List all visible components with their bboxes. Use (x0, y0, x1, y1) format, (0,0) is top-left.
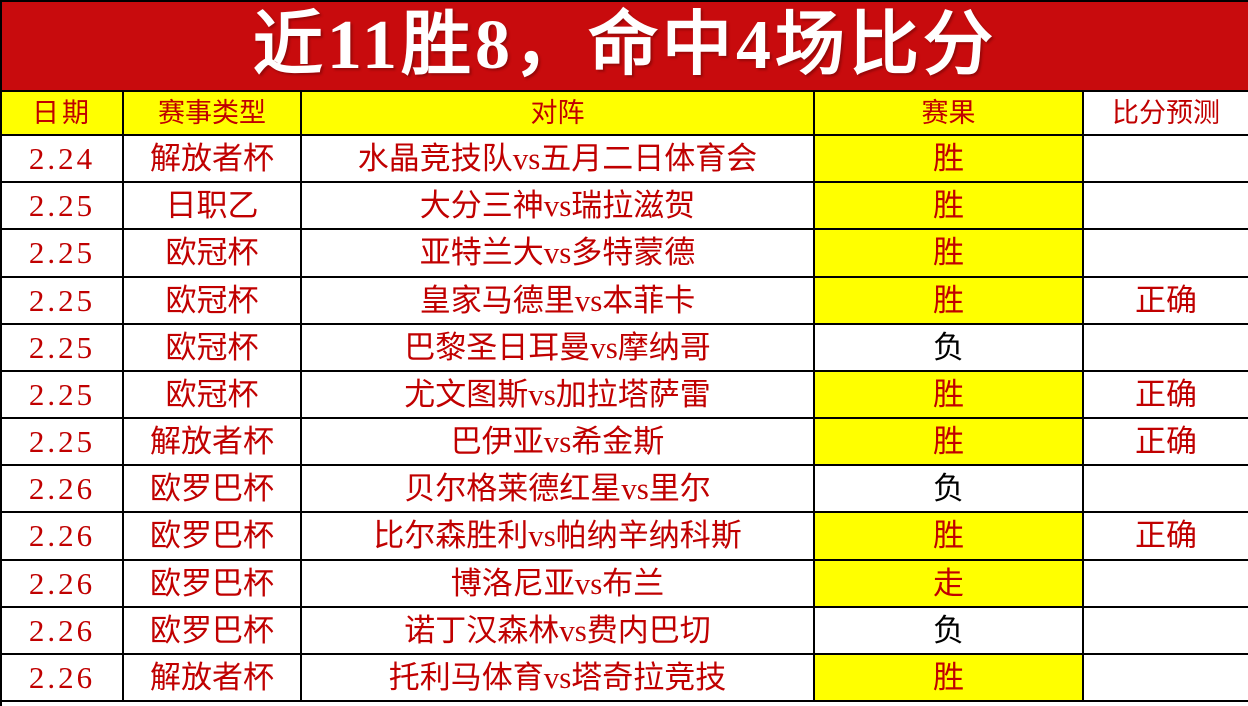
matchup-cell: 尤文图斯vs加拉塔萨雷 (302, 371, 815, 418)
table-row: 2.24 解放者杯 水晶竞技队vs五月二日体育会 胜 (2, 136, 1248, 184)
result-cell: 走 (815, 560, 1084, 606)
prediction-cell (1084, 654, 1248, 701)
league-cell: 日职乙 (124, 183, 302, 229)
matchup-cell: 水晶竞技队vs五月二日体育会 (302, 136, 815, 182)
result-cell: 胜 (815, 230, 1084, 276)
date-cell: 2.26 (2, 466, 124, 512)
title-banner: 近11胜8，命中4场比分 (2, 0, 1248, 90)
prediction-cell (1084, 560, 1248, 606)
table-header-row: 日期 赛事类型 对阵 赛果 比分预测 (2, 92, 1248, 136)
matchup-cell: 大分三神vs瑞拉滋贺 (302, 183, 815, 229)
prediction-cell: 正确 (1084, 419, 1248, 465)
column-header-date: 日期 (2, 92, 124, 134)
date-cell: 2.25 (2, 183, 124, 229)
prediction-cell (1084, 324, 1248, 370)
matchup-cell: 博洛尼亚vs布兰 (302, 560, 815, 606)
result-cell: 胜 (815, 513, 1084, 559)
league-cell: 欧冠杯 (124, 371, 302, 418)
date-cell: 2.26 (2, 560, 124, 606)
prediction-cell: 正确 (1084, 513, 1248, 559)
result-cell: 负 (815, 607, 1084, 653)
table-row: 2.26 欧罗巴杯 贝尔格莱德红星vs里尔 负 (2, 466, 1248, 514)
league-cell: 解放者杯 (124, 136, 302, 182)
matchup-cell: 托利马体育vs塔奇拉竞技 (302, 654, 815, 701)
date-cell: 2.26 (2, 513, 124, 559)
matchup-cell: 诺丁汉森林vs费内巴切 (302, 607, 815, 653)
table-row: 2.26 解放者杯 托利马体育vs塔奇拉竞技 胜 (2, 654, 1248, 703)
matchup-cell: 比尔森胜利vs帕纳辛纳科斯 (302, 513, 815, 559)
prediction-cell: 正确 (1084, 371, 1248, 418)
date-cell: 2.25 (2, 277, 124, 323)
prediction-cell (1084, 183, 1248, 229)
result-cell: 胜 (815, 371, 1084, 418)
result-cell: 负 (815, 324, 1084, 370)
table-row: 2.26 欧罗巴杯 诺丁汉森林vs费内巴切 负 (2, 607, 1248, 655)
date-cell: 2.25 (2, 324, 124, 370)
date-cell: 2.24 (2, 136, 124, 182)
matchup-cell: 亚特兰大vs多特蒙德 (302, 230, 815, 276)
result-cell: 胜 (815, 419, 1084, 465)
page-title: 近11胜8，命中4场比分 (252, 7, 998, 84)
league-cell: 解放者杯 (124, 419, 302, 465)
date-cell: 2.26 (2, 654, 124, 701)
league-cell: 欧冠杯 (124, 324, 302, 370)
table-row: 2.25 欧冠杯 亚特兰大vs多特蒙德 胜 (2, 230, 1248, 278)
table-row: 2.25 欧冠杯 尤文图斯vs加拉塔萨雷 胜 正确 (2, 371, 1248, 420)
date-cell: 2.25 (2, 419, 124, 465)
result-cell: 胜 (815, 136, 1084, 182)
league-cell: 欧罗巴杯 (124, 560, 302, 606)
prediction-cell (1084, 607, 1248, 653)
matchup-cell: 巴黎圣日耳曼vs摩纳哥 (302, 324, 815, 370)
league-cell: 欧冠杯 (124, 230, 302, 276)
table-row: 2.25 欧冠杯 巴黎圣日耳曼vs摩纳哥 负 (2, 324, 1248, 372)
league-cell: 欧罗巴杯 (124, 607, 302, 653)
result-cell: 胜 (815, 183, 1084, 229)
table-row: 2.26 欧罗巴杯 比尔森胜利vs帕纳辛纳科斯 胜 正确 (2, 513, 1248, 561)
prediction-cell (1084, 136, 1248, 182)
prediction-cell: 正确 (1084, 277, 1248, 323)
date-cell: 2.25 (2, 371, 124, 418)
column-header-prediction: 比分预测 (1084, 92, 1248, 134)
league-cell: 欧罗巴杯 (124, 466, 302, 512)
table-row: 2.26 欧罗巴杯 博洛尼亚vs布兰 走 (2, 560, 1248, 608)
table-row: 2.25 解放者杯 巴伊亚vs希金斯 胜 正确 (2, 419, 1248, 467)
table-row: 2.25 欧冠杯 皇家马德里vs本菲卡 胜 正确 (2, 277, 1248, 325)
matchup-cell: 巴伊亚vs希金斯 (302, 419, 815, 465)
date-cell: 2.25 (2, 230, 124, 276)
column-header-league: 赛事类型 (124, 92, 302, 134)
table-body: 2.24 解放者杯 水晶竞技队vs五月二日体育会 胜 2.25 日职乙 大分三神… (2, 136, 1248, 703)
prediction-cell (1084, 230, 1248, 276)
league-cell: 欧罗巴杯 (124, 513, 302, 559)
column-header-result: 赛果 (815, 92, 1084, 134)
table-row: 2.25 日职乙 大分三神vs瑞拉滋贺 胜 (2, 183, 1248, 231)
column-header-matchup: 对阵 (302, 92, 815, 134)
result-cell: 负 (815, 466, 1084, 512)
prediction-cell (1084, 466, 1248, 512)
results-table: 日期 赛事类型 对阵 赛果 比分预测 2.24 解放者杯 水晶竞技队vs五月二日… (2, 90, 1248, 703)
matchup-cell: 皇家马德里vs本菲卡 (302, 277, 815, 323)
matchup-cell: 贝尔格莱德红星vs里尔 (302, 466, 815, 512)
league-cell: 欧冠杯 (124, 277, 302, 323)
result-cell: 胜 (815, 277, 1084, 323)
date-cell: 2.26 (2, 607, 124, 653)
league-cell: 解放者杯 (124, 654, 302, 701)
result-cell: 胜 (815, 654, 1084, 701)
